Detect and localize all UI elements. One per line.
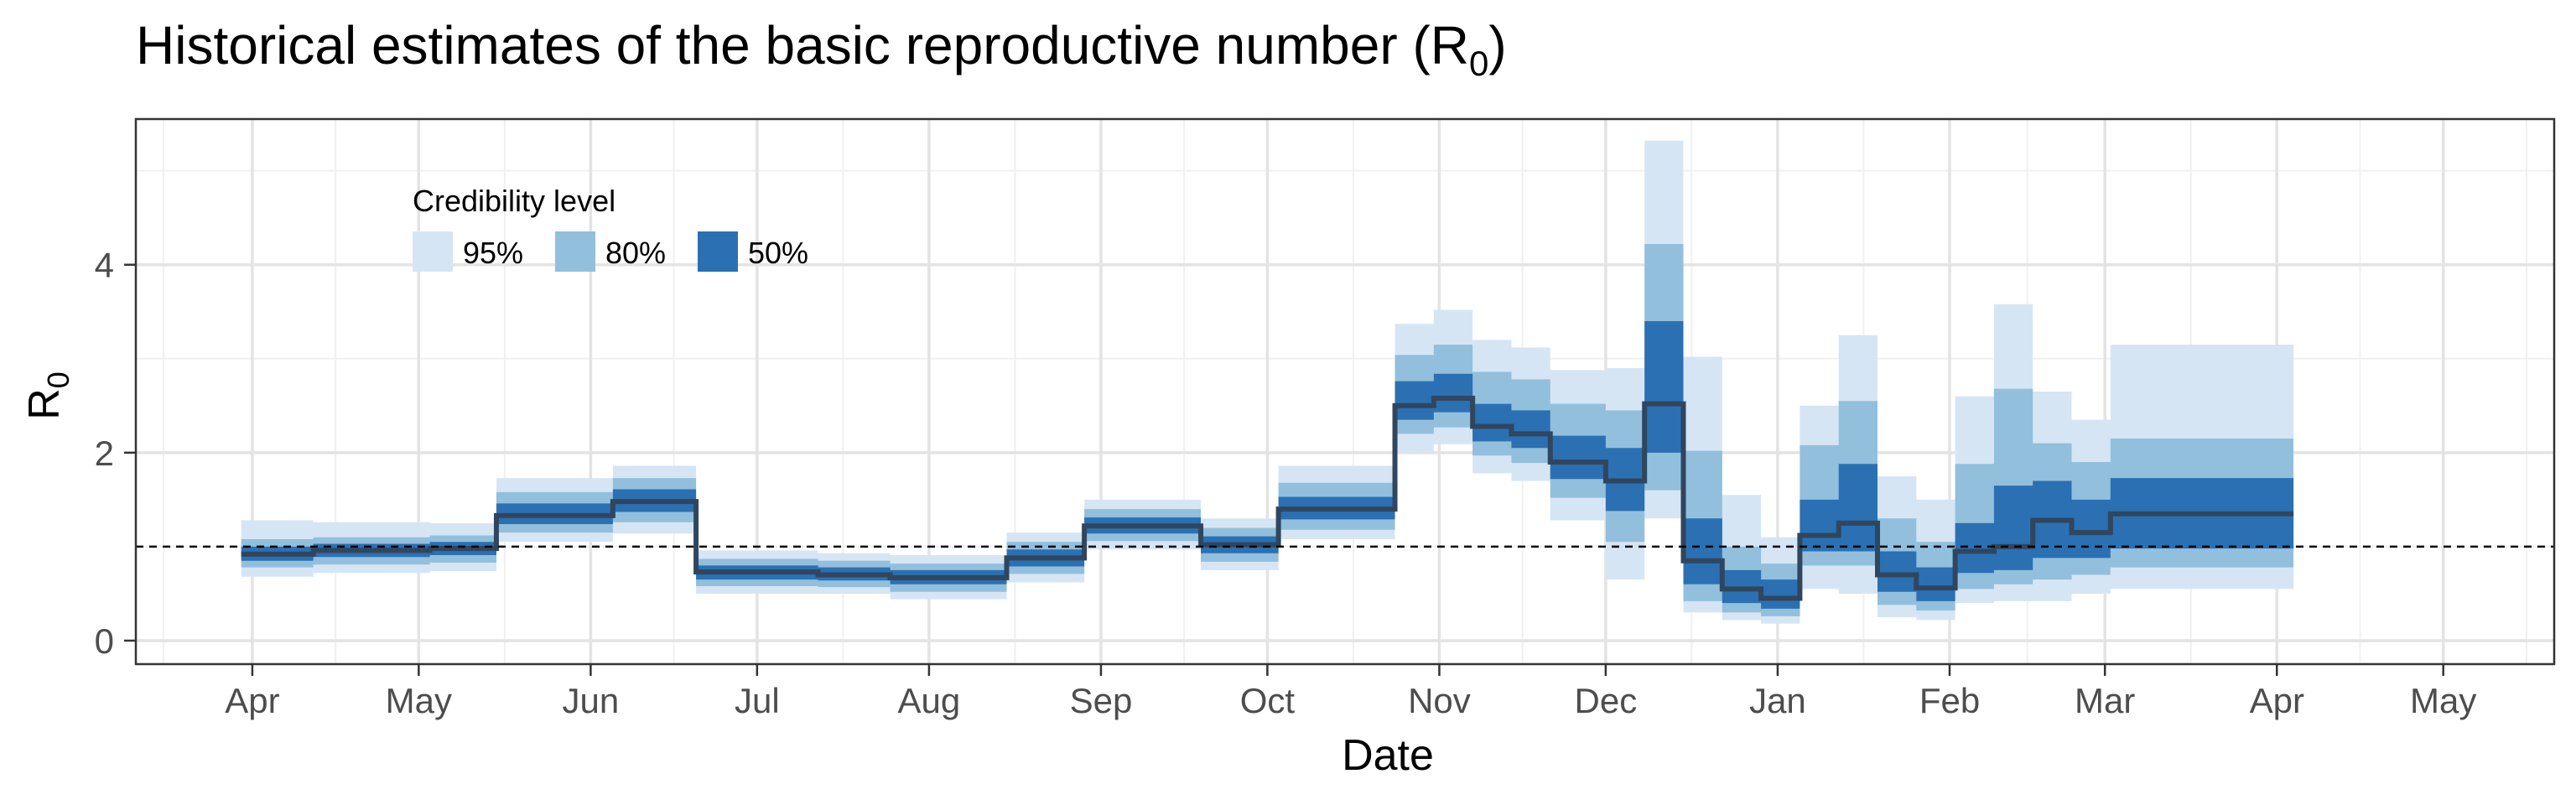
x-axis-title: Date — [1342, 731, 1434, 780]
x-tick-label: Apr — [225, 681, 279, 720]
legend-items: 95% 80% 50% — [413, 231, 808, 272]
x-tick-label: Jul — [735, 681, 780, 720]
chart-title-subscript: 0 — [1469, 44, 1488, 83]
x-tick-label: Nov — [1408, 681, 1471, 720]
x-tick-label: Mar — [2075, 681, 2135, 720]
legend-label: 95% — [463, 236, 523, 270]
chart-title-main: Historical estimates of the basic reprod… — [136, 15, 1469, 75]
legend-key-80 — [555, 231, 595, 272]
legend: Credibility level 95% 80% 50% — [413, 184, 808, 272]
x-axis: Apr May Jun Jul Aug Sep Oct Nov Dec Jan Feb Mar Apr M… — [225, 664, 2476, 720]
chart-title-suffix: ) — [1488, 15, 1506, 75]
x-tick-label: Aug — [898, 681, 961, 720]
plot-panel-border — [134, 117, 2556, 666]
x-tick-label: Jan — [1749, 681, 1806, 720]
x-tick-label: Feb — [1919, 681, 1980, 720]
credibility-bands — [241, 140, 2294, 624]
legend-label: 50% — [748, 236, 808, 270]
chart-title: Historical estimates of the basic reprod… — [136, 15, 1507, 83]
x-tick-label: Oct — [1240, 681, 1296, 720]
x-tick-label: Dec — [1575, 681, 1638, 720]
y-axis-title: R0 — [20, 371, 75, 420]
legend-title: Credibility level — [413, 184, 615, 218]
band-50 — [241, 320, 2294, 609]
y-axis-title-main: R — [20, 388, 69, 420]
x-tick-label: Apr — [2250, 681, 2304, 720]
median-line-group — [241, 395, 2294, 601]
x-tick-label: Sep — [1070, 681, 1133, 720]
legend-label: 80% — [605, 236, 666, 270]
x-tick-label: May — [2410, 681, 2476, 720]
y-tick-label: 2 — [95, 434, 114, 473]
y-axis: 0 2 4 — [95, 246, 136, 661]
x-tick-label: May — [386, 681, 452, 720]
y-tick-label: 0 — [95, 621, 114, 661]
x-tick-label: Jun — [563, 681, 620, 720]
legend-key-50 — [698, 231, 738, 272]
y-tick-label: 4 — [95, 246, 114, 285]
y-axis-title-subscript: 0 — [41, 371, 75, 388]
band-95 — [241, 140, 2294, 624]
legend-key-95 — [413, 231, 453, 272]
median-line — [241, 395, 2294, 601]
